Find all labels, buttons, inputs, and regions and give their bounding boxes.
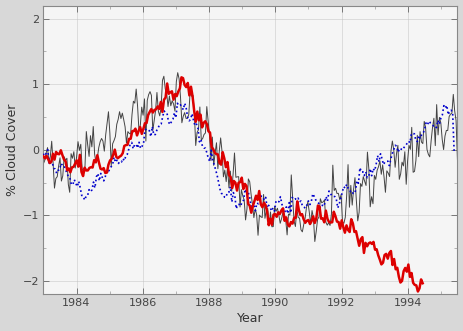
Y-axis label: % Cloud Cover: % Cloud Cover <box>6 104 19 196</box>
X-axis label: Year: Year <box>237 312 264 325</box>
